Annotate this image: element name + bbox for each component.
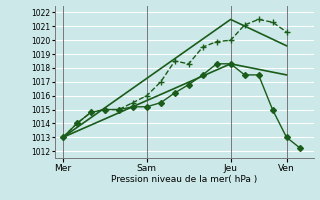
- X-axis label: Pression niveau de la mer( hPa ): Pression niveau de la mer( hPa ): [111, 175, 258, 184]
